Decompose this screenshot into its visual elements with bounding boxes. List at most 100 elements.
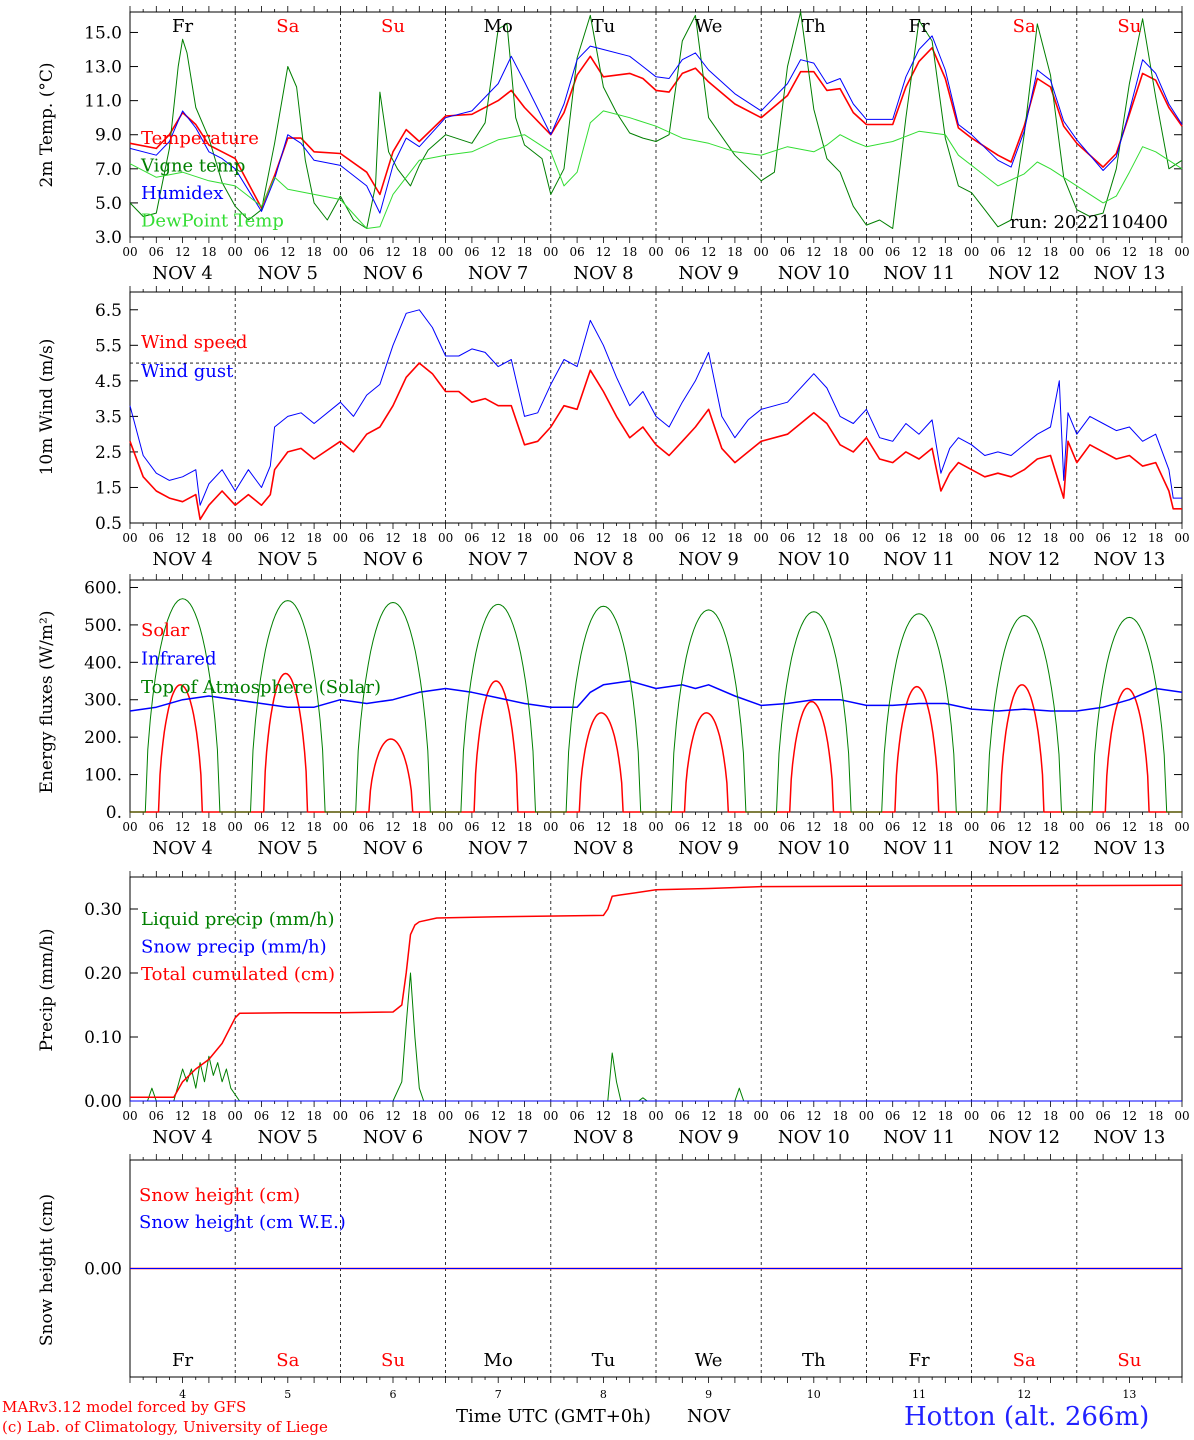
panel-4-ylabel: Precip (mm/h) [37,928,57,1051]
legend-entry: Temperature [141,128,259,149]
date-label: NOV 6 [363,549,423,570]
hour-tick-label: 18 [1043,820,1058,834]
hour-tick-label: 00 [543,245,558,259]
hour-tick-label: 12 [911,820,926,834]
hour-tick-label: 12 [596,245,611,259]
hour-tick-label: 00 [964,820,979,834]
date-label: NOV 6 [363,1127,423,1148]
legend-entry: Humidex [141,183,223,204]
hour-tick-label: 12 [596,531,611,545]
hour-tick-label: 06 [149,245,164,259]
date-label: NOV 10 [778,549,850,570]
month-label: NOV [687,1406,731,1427]
hour-tick-label: 06 [885,245,900,259]
weekday-label-bottom: Th [802,1350,826,1371]
hour-tick-label: 18 [412,820,427,834]
y-tick-label: 0.30 [84,900,122,920]
hour-tick-label: 06 [780,1109,795,1123]
hour-tick-label: 12 [701,245,716,259]
station-label: Hotton (alt. 266m) [904,1402,1150,1432]
hour-tick-label: 00 [964,245,979,259]
model-credit: MARv3.12 model forced by GFS [2,1398,247,1416]
y-tick-label: 0.20 [84,964,122,984]
hour-tick-label: 00 [964,1109,979,1123]
hour-tick-label: 00 [1069,531,1084,545]
y-tick-label: 6.5 [95,301,122,321]
date-label: NOV 4 [152,1127,212,1148]
lab-credit: (c) Lab. of Climatology, University of L… [2,1418,328,1436]
day-number-label: 9 [705,1388,712,1401]
hour-tick-label: 06 [1095,245,1110,259]
weekday-label-bottom: Sa [1013,1350,1036,1371]
hour-tick-label: 18 [412,245,427,259]
hour-tick-label: 18 [1148,531,1163,545]
hour-tick-label: 18 [727,531,742,545]
hour-tick-label: 00 [964,531,979,545]
day-number-label: 4 [179,1388,186,1401]
date-label: NOV 6 [363,263,423,284]
hour-tick-label: 18 [517,531,532,545]
hour-tick-label: 12 [1122,245,1137,259]
date-label: NOV 8 [573,263,633,284]
hour-tick-label: 18 [1043,531,1058,545]
hour-tick-label: 18 [517,820,532,834]
date-label: NOV 12 [988,549,1060,570]
x-axis-label: Time UTC (GMT+0h) [456,1406,651,1427]
date-label: NOV 8 [573,838,633,859]
hour-tick-label: 18 [1148,245,1163,259]
hour-tick-label: 06 [464,245,479,259]
hour-tick-label: 12 [491,820,506,834]
hour-tick-label: 12 [491,1109,506,1123]
date-label: NOV 4 [152,263,212,284]
hour-tick-label: 12 [175,531,190,545]
y-tick-label: 0.00 [84,1092,122,1112]
hour-tick-label: 12 [280,531,295,545]
date-label: NOV 8 [573,549,633,570]
hour-tick-label: 12 [280,1109,295,1123]
series-total-cumulated-cm- [130,884,1183,1098]
hour-tick-label: 18 [938,820,953,834]
hour-tick-label: 12 [911,245,926,259]
y-tick-label: 3.0 [95,228,122,248]
hour-tick-label: 18 [727,820,742,834]
hour-tick-label: 06 [1095,531,1110,545]
hour-tick-label: 12 [280,245,295,259]
hour-tick-label: 18 [622,245,637,259]
date-label: NOV 5 [258,263,318,284]
hour-tick-label: 06 [675,531,690,545]
y-tick-label: 7.0 [95,160,122,180]
date-label: NOV 7 [468,1127,528,1148]
hour-tick-label: 12 [385,820,400,834]
date-label: NOV 7 [468,838,528,859]
panel-5-ylabel: Snow height (cm) [37,1194,57,1346]
run-annotation: run: 2022110400 [1010,212,1168,233]
hour-tick-label: 00 [1174,531,1189,545]
hour-tick-label: 00 [438,245,453,259]
hour-tick-label: 00 [122,245,137,259]
hour-tick-label: 06 [675,245,690,259]
hour-tick-label: 06 [464,531,479,545]
hour-tick-label: 00 [1174,245,1189,259]
hour-tick-label: 06 [780,245,795,259]
hour-tick-label: 18 [201,245,216,259]
weekday-label-bottom: Tu [592,1350,616,1371]
hour-tick-label: 00 [1069,245,1084,259]
hour-tick-label: 18 [201,1109,216,1123]
hour-tick-label: 06 [254,820,269,834]
hour-tick-label: 06 [569,531,584,545]
hour-tick-label: 12 [385,531,400,545]
hour-tick-label: 18 [306,1109,321,1123]
hour-tick-label: 06 [990,531,1005,545]
hour-tick-label: 18 [201,531,216,545]
date-label: NOV 4 [152,549,212,570]
hour-tick-label: 12 [1122,820,1137,834]
hour-tick-label: 06 [149,820,164,834]
hour-tick-label: 06 [675,1109,690,1123]
hour-tick-label: 18 [1043,245,1058,259]
hour-tick-label: 06 [780,531,795,545]
series-vigne-temp [129,11,1183,229]
weekday-label-top: Su [381,16,405,37]
hour-tick-label: 12 [385,245,400,259]
date-label: NOV 4 [152,838,212,859]
weekday-label-bottom: Su [1117,1350,1141,1371]
